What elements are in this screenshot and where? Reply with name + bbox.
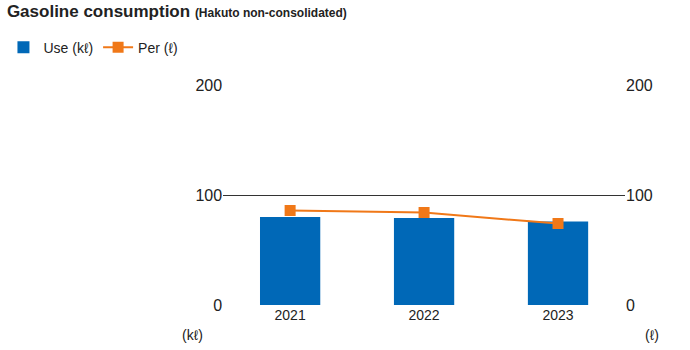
svg-text:2022: 2022 <box>408 307 439 323</box>
svg-text:200: 200 <box>195 77 222 94</box>
svg-text:2023: 2023 <box>542 307 573 323</box>
svg-text:0: 0 <box>626 297 635 314</box>
svg-text:Gasoline consumption (Hakuto n: Gasoline consumption (Hakuto non-consoli… <box>7 2 347 21</box>
svg-text:Use (kℓ): Use (kℓ) <box>43 40 93 56</box>
svg-text:100: 100 <box>195 187 222 204</box>
svg-text:(kℓ): (kℓ) <box>182 327 203 343</box>
svg-text:(ℓ): (ℓ) <box>645 327 659 343</box>
svg-text:200: 200 <box>626 77 653 94</box>
svg-text:0: 0 <box>213 297 222 314</box>
svg-text:100: 100 <box>626 187 653 204</box>
svg-text:Per (ℓ): Per (ℓ) <box>138 40 178 56</box>
svg-text:2021: 2021 <box>275 307 306 323</box>
